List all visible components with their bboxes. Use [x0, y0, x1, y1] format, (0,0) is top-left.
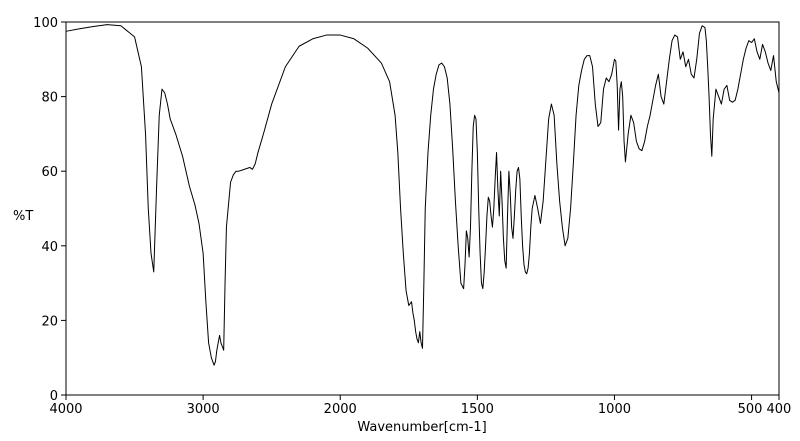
plot-frame: [65, 21, 780, 396]
x-axis: 4000 3000 2000 1500 1000 500 400: [49, 395, 791, 417]
x-tick-label: 1000: [598, 402, 631, 417]
y-axis-title: %T: [13, 209, 33, 224]
x-tick-label: 3000: [187, 402, 220, 417]
x-tick-label: 4000: [49, 402, 82, 417]
y-tick-label: 60: [41, 165, 58, 180]
x-tick-label: 1500: [461, 402, 494, 417]
y-tick-label: 80: [41, 91, 58, 106]
y-tick-label: 40: [41, 240, 58, 255]
x-axis-title: Wavenumber[cm-1]: [357, 420, 486, 435]
x-tick-label-500-400: 500 400: [738, 402, 792, 417]
y-tick-label: 0: [50, 389, 58, 404]
y-tick-label: 100: [33, 16, 58, 31]
y-axis: 0 20 40 60 80 100: [33, 16, 66, 404]
x-tick-label: 2000: [324, 402, 357, 417]
y-tick-label: 20: [41, 314, 58, 329]
spectrum-line: [65, 24, 780, 366]
